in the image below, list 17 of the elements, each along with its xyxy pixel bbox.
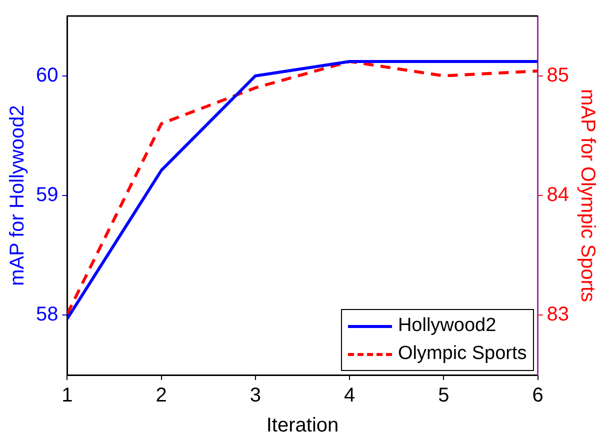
legend-label: Hollywood2 <box>398 315 496 337</box>
y-tick-label: 58 <box>36 304 58 326</box>
x-tick-label: 5 <box>438 384 450 407</box>
y2-tick-label: 85 <box>546 64 570 86</box>
y-tick-label: 60 <box>36 64 58 86</box>
y2-axis-title: mAP for Olympic Sports <box>576 88 598 302</box>
x-axis-title: Iteration <box>266 414 339 437</box>
y-axis-title: mAP for Hollywood2 <box>6 105 29 286</box>
x-tick-label: 6 <box>532 384 544 407</box>
y-tick-label: 59 <box>36 184 58 206</box>
x-tick-label: 3 <box>250 384 262 407</box>
y2-tick-label: 83 <box>546 304 570 326</box>
legend-label: Olympic Sports <box>398 343 527 365</box>
x-tick-label: 2 <box>156 384 167 407</box>
x-tick-label: 4 <box>344 384 356 407</box>
x-tick-label: 1 <box>62 384 73 407</box>
y2-tick-label: 84 <box>546 184 570 206</box>
